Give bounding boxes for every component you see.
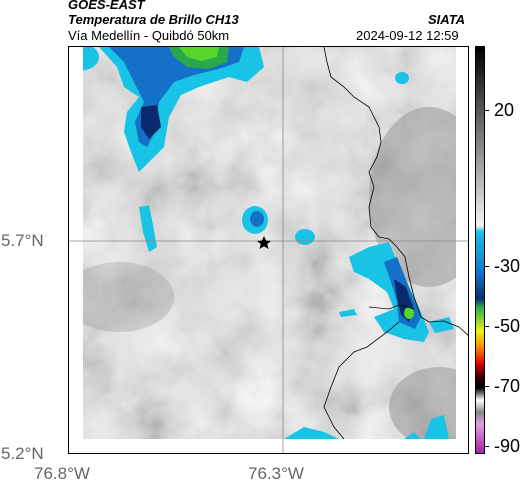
map-canvas [69, 47, 468, 453]
colorbar-tick-mark [485, 386, 489, 387]
department-border [323, 47, 468, 336]
lat-label-5-7: 5.7°N [1, 231, 44, 250]
cloud-blobs-south [284, 415, 449, 439]
temperature-colorbar [475, 46, 485, 454]
colorbar-tick-20: 20 [494, 100, 515, 120]
agency-label: SIATA [428, 12, 466, 27]
colorbar-tick-mark [485, 110, 489, 111]
border-segment [368, 304, 415, 310]
colorbar-tick-minus30: -30 [494, 256, 521, 276]
lon-label-76-3: 76.3°W [248, 464, 304, 483]
border-segment-south [323, 321, 400, 440]
cloud-cluster-north [99, 47, 264, 172]
satellite-map[interactable] [68, 46, 469, 454]
colorbar-tick-minus70: -70 [494, 376, 521, 396]
colorbar-tick-minus90: -90 [494, 436, 521, 456]
colorbar-tick-minus50: -50 [494, 316, 521, 336]
colorbar-tick-mark [485, 326, 489, 327]
product-title: Temperatura de Brillo CH13 [68, 12, 239, 27]
colorbar-tick-mark [485, 266, 489, 267]
cloud-cluster-east [339, 242, 454, 342]
star-icon[interactable] [257, 236, 271, 249]
satellite-name: GOES-EAST [68, 0, 145, 12]
route-subtitle: Vía Medellín - Quibdó 50km [68, 28, 230, 43]
lat-label-5-2: 5.2°N [1, 444, 44, 463]
lon-label-76-8: 76.8°W [34, 464, 90, 483]
timestamp-label: 2024-09-12 12:59 [356, 28, 459, 43]
colorbar-tick-mark [485, 446, 489, 447]
